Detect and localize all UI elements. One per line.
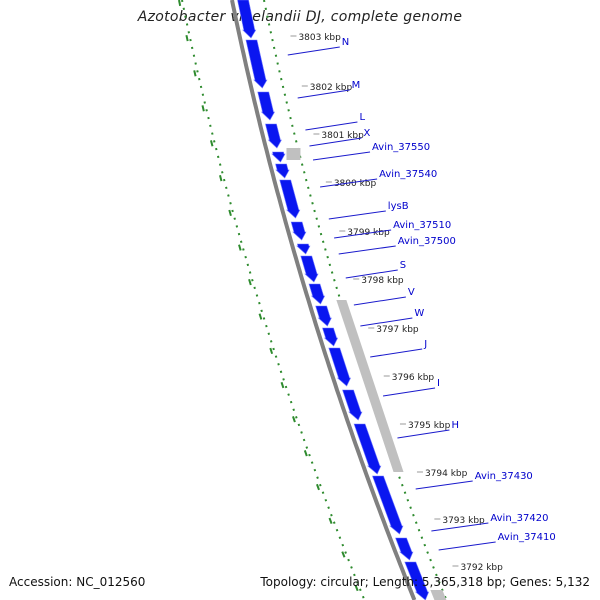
rna-feature — [336, 300, 404, 472]
gene-label: L — [359, 112, 365, 123]
ruler-label: 3792 kbp — [460, 563, 503, 573]
rna-feature — [286, 148, 301, 160]
gene-leader-line — [287, 46, 340, 56]
ruler-label: 3803 kbp — [298, 33, 341, 43]
ruler-label: 3798 kbp — [361, 276, 404, 286]
left-tick-track — [181, 0, 366, 600]
gene-leader-line — [415, 480, 473, 490]
gene-label: Avin_37510 — [393, 220, 451, 231]
ruler-label: 3795 kbp — [408, 421, 451, 431]
gene-arrow — [275, 163, 290, 179]
ruler-label: 3794 kbp — [425, 469, 468, 479]
gene-label: Avin_37430 — [475, 471, 533, 482]
gene-label: N — [342, 37, 349, 48]
gene-label: V — [408, 287, 415, 298]
gene-label: M — [352, 80, 361, 91]
gene-arrow — [245, 39, 268, 89]
tick-dots-layer — [178, 0, 448, 600]
genome-summary-text: Topology: circular; Length: 5,365,318 bp… — [260, 575, 590, 589]
gene-leader-line — [382, 387, 436, 397]
gene-leader-line — [370, 348, 423, 358]
gene-arrow — [315, 305, 332, 327]
gene-leader-line — [320, 178, 378, 188]
gene-arrow — [279, 179, 301, 219]
gene-leader-line — [334, 229, 392, 239]
ruler-label: 3800 kbp — [334, 179, 377, 189]
gene-label: J — [423, 339, 427, 350]
gene-arrow — [404, 561, 430, 600]
gene-leader-line — [353, 296, 406, 306]
gene-label: Avin_37410 — [498, 532, 556, 543]
ruler-label: 3793 kbp — [442, 516, 485, 526]
gene-label: W — [414, 308, 424, 319]
gene-leader-line — [438, 541, 496, 551]
gene-leader-line — [345, 269, 398, 279]
gene-arrow — [271, 151, 286, 163]
gene-arrow — [342, 389, 363, 421]
gene-arrow — [257, 91, 276, 121]
rna-feature — [430, 590, 447, 600]
gene-arrow — [395, 537, 414, 561]
gene-arrow — [300, 255, 319, 283]
gene-label: lysB — [388, 201, 409, 212]
gene-label: Avin_37540 — [379, 169, 437, 180]
gene-leader-line — [360, 317, 413, 327]
gene-arrow — [237, 0, 257, 39]
gene-leader-line — [338, 245, 396, 255]
gene-arrow — [290, 221, 307, 241]
gene-label: Avin_37420 — [490, 513, 548, 524]
gene-label: S — [400, 260, 406, 271]
gene-label: Avin_37550 — [372, 142, 430, 153]
accession-text: Accession: NC_012560 — [9, 575, 146, 589]
gene-leader-line — [312, 151, 371, 161]
gene-leader-line — [297, 89, 350, 99]
gene-arrow — [353, 423, 382, 475]
ruler-label: 3797 kbp — [376, 325, 419, 335]
backbone-layer — [230, 0, 417, 600]
gene-label: Avin_37500 — [398, 236, 456, 247]
gene-leader-line — [305, 121, 358, 131]
gene-arrow — [328, 347, 352, 387]
gene-arrow — [296, 243, 311, 255]
gene-leader-line — [309, 137, 362, 147]
gene-leader-line — [431, 522, 489, 532]
gene-label: X — [363, 128, 370, 139]
feature-layer — [237, 0, 447, 600]
gene-arrow — [372, 475, 404, 535]
gene-leader-line — [397, 429, 450, 439]
right-tick-track — [263, 0, 448, 600]
ruler-label: 3796 kbp — [392, 373, 435, 383]
gene-label: I — [437, 378, 440, 389]
gene-leader-line — [328, 210, 386, 220]
gene-arrow — [308, 283, 326, 305]
gene-label: H — [451, 420, 459, 431]
ruler-label: 3801 kbp — [321, 131, 364, 141]
genome-backbone — [230, 0, 417, 600]
gene-arrow — [322, 327, 339, 347]
map-title: Azotobacter vinelandii DJ, complete geno… — [137, 9, 463, 25]
ruler-label: 3802 kbp — [310, 83, 353, 93]
gene-arrow — [265, 123, 282, 149]
